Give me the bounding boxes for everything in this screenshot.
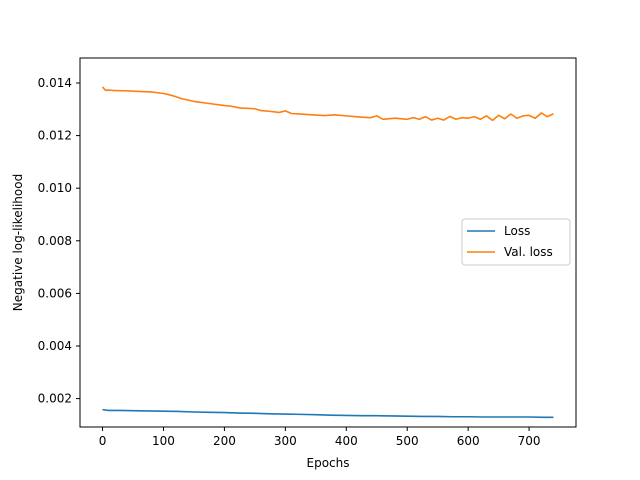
y-tick-label-0: 0.002 — [38, 392, 72, 406]
x-tick-label-1: 100 — [152, 434, 175, 448]
legend: Loss Val. loss — [461, 218, 571, 266]
x-axis-ticks: 0 100 200 300 400 500 600 700 — [99, 427, 541, 448]
legend-label-val-loss: Val. loss — [504, 245, 553, 259]
y-tick-label-1: 0.004 — [38, 339, 72, 353]
y-tick-label-5: 0.012 — [38, 129, 72, 143]
plot-frame — [79, 57, 577, 428]
x-tick-label-3: 300 — [274, 434, 297, 448]
plot-lines — [101, 86, 554, 419]
x-tick-label-4: 400 — [335, 434, 358, 448]
x-tick-label-5: 500 — [396, 434, 419, 448]
series-line-1 — [101, 86, 554, 122]
y-axis-label: Negative log-likelihood — [11, 174, 25, 311]
y-axis-ticks: 0.002 0.004 0.006 0.008 0.010 0.012 0.014 — [38, 76, 80, 406]
x-axis-label: Epochs — [307, 456, 350, 470]
x-tick-label-6: 600 — [457, 434, 480, 448]
x-tick-label-7: 700 — [518, 434, 541, 448]
y-tick-label-6: 0.014 — [38, 76, 72, 90]
x-tick-label-2: 200 — [213, 434, 236, 448]
y-tick-label-4: 0.010 — [38, 181, 72, 195]
x-tick-label-0: 0 — [99, 434, 107, 448]
y-tick-label-3: 0.008 — [38, 234, 72, 248]
series-line-0 — [102, 408, 554, 419]
y-tick-label-2: 0.006 — [38, 286, 72, 300]
legend-label-loss: Loss — [504, 224, 530, 238]
